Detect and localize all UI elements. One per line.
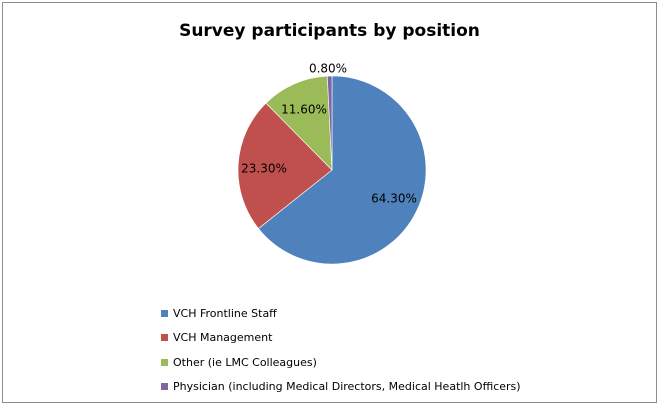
slice-management [237, 102, 333, 229]
pie-chart: 64.30% 23.30% 11.60% 0.80% [237, 62, 427, 265]
legend-swatch [161, 309, 168, 317]
legend-swatch [161, 358, 168, 366]
legend-label: VCH Management [173, 331, 273, 345]
legend-label: VCH Frontline Staff [173, 306, 277, 320]
chart-area: Survey participants by position 64.30% 23… [2, 2, 657, 403]
legend-label: Physician (including Medical Directors, … [173, 380, 521, 394]
legend-swatch [161, 383, 168, 391]
legend-item-management: VCH Management [161, 326, 521, 351]
legend-swatch [161, 334, 168, 342]
legend: VCH Frontline Staff VCH Management Other (… [161, 301, 521, 399]
legend-item-physician: Physician (including Medical Directors, … [161, 375, 521, 400]
chart-title: Survey participants by position [179, 21, 480, 41]
legend-item-frontline-staff: VCH Frontline Staff [161, 301, 521, 326]
slice-frontline-staff [258, 75, 427, 265]
legend-label: Other (ie LMC Colleagues) [173, 355, 317, 369]
label-physician: 0.80% [309, 62, 347, 76]
slice-other [265, 75, 333, 171]
label-management: 23.30% [241, 162, 287, 176]
label-other: 11.60% [281, 103, 327, 117]
label-frontline-staff: 64.30% [371, 192, 417, 206]
legend-item-other: Other (ie LMC Colleagues) [161, 350, 521, 375]
slice-physician [326, 75, 333, 171]
